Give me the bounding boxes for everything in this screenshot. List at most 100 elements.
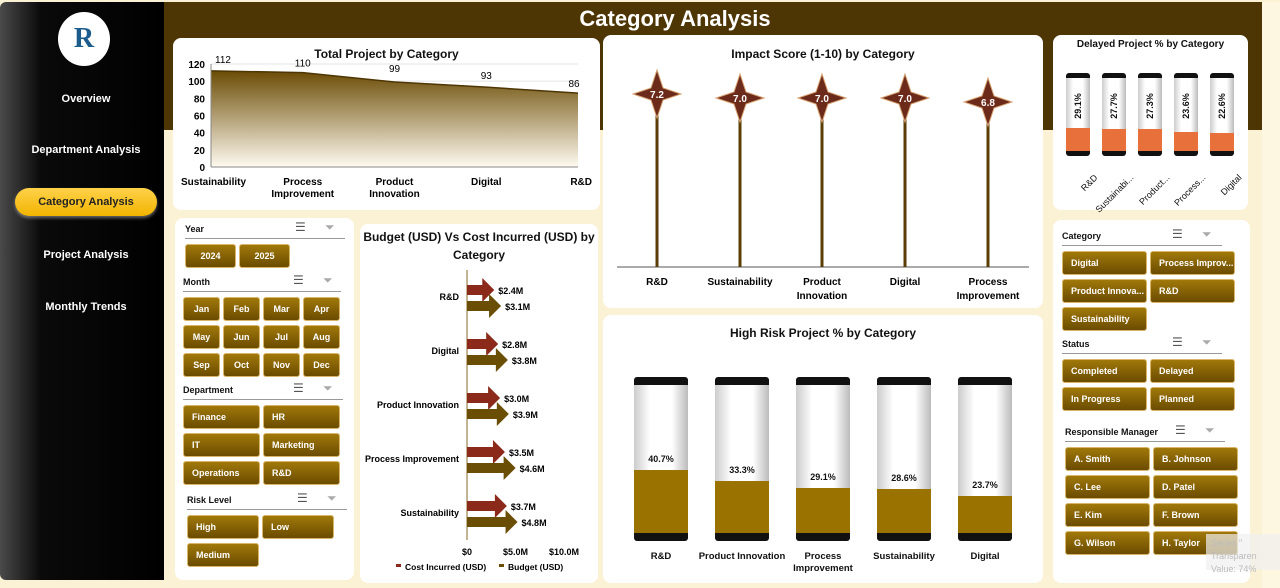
- multi-select-icon[interactable]: ☰: [293, 381, 304, 395]
- clear-filter-icon[interactable]: ⏷: [323, 381, 333, 395]
- clear-filter-icon[interactable]: ⏷: [1202, 335, 1212, 349]
- slicer-button-b-johnson[interactable]: B. Johnson: [1153, 447, 1238, 471]
- multi-select-icon[interactable]: ☰: [293, 273, 304, 287]
- data-label: 40.7%: [648, 453, 674, 464]
- clear-filter-icon[interactable]: ⏷: [323, 273, 333, 287]
- nav-project-analysis[interactable]: Project Analysis: [43, 249, 129, 261]
- legend-swatch-cost: [396, 564, 401, 567]
- clear-filter-icon[interactable]: ⏷: [327, 491, 337, 505]
- data-label: $3.0M: [504, 394, 529, 404]
- slicer-button-e-kim[interactable]: E. Kim: [1065, 503, 1150, 527]
- slicer-button-g-wilson[interactable]: G. Wilson: [1065, 531, 1150, 555]
- multi-select-icon[interactable]: ☰: [295, 220, 306, 234]
- slicer-button-may[interactable]: May: [183, 325, 220, 349]
- slicer-button-sustainability[interactable]: Sustainability: [1062, 307, 1147, 331]
- slicer-button-dec[interactable]: Dec: [303, 353, 340, 377]
- delayed-fill: [1174, 132, 1198, 151]
- nav-monthly-trends[interactable]: Monthly Trends: [45, 301, 127, 313]
- slicer-title-responsible-manager: Responsible Manager: [1065, 427, 1159, 437]
- delayed-project-card: Delayed Project % by Category 29.1% R&D 27…: [1053, 35, 1248, 215]
- delayed-bar: [1210, 73, 1234, 156]
- data-label: 110: [295, 59, 311, 70]
- slicer-button-process-improv-[interactable]: Process Improv...: [1150, 251, 1235, 275]
- clear-filter-icon[interactable]: ⏷: [325, 220, 335, 234]
- total-project-card: Total Project by Category 0 20 40 60 80 100 12…: [173, 38, 600, 210]
- star-marker: [714, 72, 766, 124]
- high-risk-fill: [877, 488, 931, 533]
- slicer-button-in-progress[interactable]: In Progress: [1062, 387, 1147, 411]
- slicer-button-marketing[interactable]: Marketing: [263, 433, 340, 457]
- high-risk-fill: [715, 481, 769, 533]
- slicer-button-it[interactable]: IT: [183, 433, 260, 457]
- data-label: 93: [481, 71, 493, 82]
- star-marker: [631, 68, 683, 120]
- slicer-button-low[interactable]: Low: [262, 515, 334, 539]
- slicer-title-department: Department: [183, 385, 234, 395]
- y-category-label: Digital: [431, 346, 459, 356]
- clear-filter-icon[interactable]: ⏷: [1205, 423, 1215, 437]
- data-label: $4.6M: [520, 464, 545, 474]
- data-label: 27.7%: [1109, 93, 1119, 119]
- delayed-bar: [1066, 73, 1090, 156]
- right-slicer-panel: Category ☰ ⏷ Digital Process Improv... Produc…: [1053, 220, 1250, 583]
- slicer-button-r-d[interactable]: R&D: [263, 461, 340, 485]
- multi-select-icon[interactable]: ☰: [1172, 335, 1183, 349]
- label-line: Process: [804, 551, 842, 562]
- slicer-button-sep[interactable]: Sep: [183, 353, 220, 377]
- slicer-button-jun[interactable]: Jun: [223, 325, 260, 349]
- slicer-button-jul[interactable]: Jul: [263, 325, 300, 349]
- slicer-button-product-innova-[interactable]: Product Innova...: [1062, 279, 1147, 303]
- high-risk-bar: [715, 377, 769, 541]
- y-category-label: Product Innovation: [377, 400, 459, 410]
- high-risk-fill: [958, 496, 1012, 533]
- slicer-button-mar[interactable]: Mar: [263, 297, 300, 321]
- clear-filter-icon[interactable]: ⏷: [1202, 227, 1212, 241]
- impact-score-card: Impact Score (1-10) by Category 7.2 R&D 7.…: [603, 35, 1043, 308]
- slicer-divider: [187, 509, 347, 510]
- slicer-button-digital[interactable]: Digital: [1062, 251, 1147, 275]
- slicer-button-c-lee[interactable]: C. Lee: [1065, 475, 1150, 499]
- slicer-button-apr[interactable]: Apr: [303, 297, 340, 321]
- x-category-label: R&D: [646, 277, 668, 288]
- scroll-margin: [1262, 2, 1280, 588]
- slicer-button-high[interactable]: High: [187, 515, 259, 539]
- slicer-button-2025[interactable]: 2025: [239, 244, 290, 268]
- cost-bar: [467, 332, 499, 356]
- slicer-button-a-smith[interactable]: A. Smith: [1065, 447, 1150, 471]
- slicer-button-oct[interactable]: Oct: [223, 353, 260, 377]
- nav-category-analysis[interactable]: Category Analysis: [15, 188, 157, 216]
- x-tick-label: $10.0M: [549, 547, 579, 557]
- data-label: $3.7M: [511, 502, 536, 512]
- slicer-button-r-d[interactable]: R&D: [1150, 279, 1235, 303]
- slicer-button-finance[interactable]: Finance: [183, 405, 260, 429]
- multi-select-icon[interactable]: ☰: [1175, 423, 1186, 437]
- legend-cost: Cost Incurred (USD): [405, 562, 486, 572]
- cost-bar: [467, 278, 495, 302]
- multi-select-icon[interactable]: ☰: [297, 491, 308, 505]
- tooltip-series: Series " Transparen: [1211, 538, 1257, 561]
- cost-bar: [467, 440, 505, 464]
- slicer-button-completed[interactable]: Completed: [1062, 359, 1147, 383]
- budget-bar: [467, 456, 516, 480]
- multi-select-icon[interactable]: ☰: [1172, 227, 1183, 241]
- legend-budget: Budget (USD): [508, 562, 563, 572]
- slicer-button-delayed[interactable]: Delayed: [1150, 359, 1235, 383]
- slicer-button-aug[interactable]: Aug: [303, 325, 340, 349]
- data-label: 6.8: [981, 98, 995, 109]
- nav-department-analysis[interactable]: Department Analysis: [31, 144, 141, 156]
- slicer-button-jan[interactable]: Jan: [183, 297, 220, 321]
- slicer-button-feb[interactable]: Feb: [223, 297, 260, 321]
- nav-overview[interactable]: Overview: [61, 93, 111, 105]
- slicer-button-hr[interactable]: HR: [263, 405, 340, 429]
- slicer-divider: [183, 399, 343, 400]
- slicer-button-planned[interactable]: Planned: [1150, 387, 1235, 411]
- slicer-button-operations[interactable]: Operations: [183, 461, 260, 485]
- x-category-label: R&D: [650, 551, 672, 562]
- slicer-button-f-brown[interactable]: F. Brown: [1153, 503, 1238, 527]
- slicer-button-d-patel[interactable]: D. Patel: [1153, 475, 1238, 499]
- slicer-button-nov[interactable]: Nov: [263, 353, 300, 377]
- slicer-button-medium[interactable]: Medium: [187, 543, 259, 567]
- budget-cost-card: Budget (USD) Vs Cost Incurred (USD) by C…: [360, 224, 598, 583]
- slicer-button-2024[interactable]: 2024: [185, 244, 236, 268]
- data-label: $2.4M: [498, 286, 523, 296]
